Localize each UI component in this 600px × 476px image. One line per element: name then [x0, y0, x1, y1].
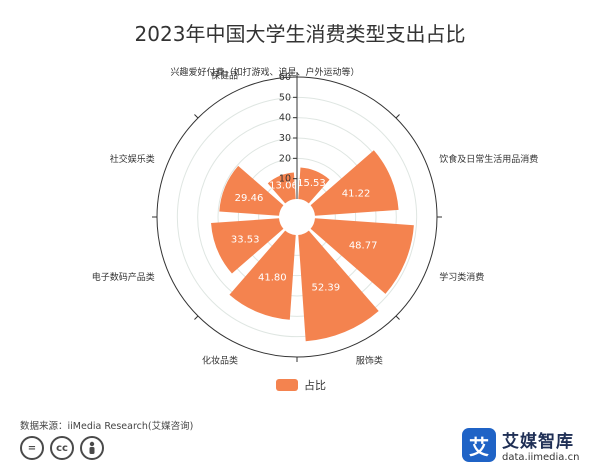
license-icons: = cc	[20, 436, 104, 460]
person-icon	[80, 436, 104, 460]
legend-label: 占比	[304, 379, 326, 392]
chart-title: 2023年中国大学生消费类型支出占比	[134, 22, 466, 46]
source-note: 数据来源：iiMedia Research(艾媒咨询)	[20, 421, 194, 432]
axis-tick	[395, 315, 400, 320]
category-label: 化妆品类	[202, 354, 238, 366]
bar-sector	[229, 230, 296, 320]
bar-sector	[267, 172, 296, 204]
data-label: 15.53	[297, 178, 326, 189]
category-label: 兴趣爱好付费（如打游戏、追星、户外运动等）	[170, 66, 359, 78]
equals-icon: =	[20, 436, 44, 460]
data-label: 41.80	[258, 273, 287, 284]
data-label: 29.46	[235, 193, 264, 204]
category-label: 饮食及日常生活用品消费	[439, 153, 538, 165]
radial-tick-label: 20	[279, 153, 291, 164]
brand-logo: 艾 艾媒智库 data.iimedia.cn	[462, 427, 579, 463]
category-label: 保健品	[211, 70, 238, 82]
data-label: 48.77	[349, 240, 378, 251]
category-label: 服饰类	[356, 354, 383, 366]
data-label: 41.22	[342, 189, 371, 200]
bar-sector	[219, 165, 284, 216]
radial-tick-label: 10	[279, 174, 291, 185]
data-label: 52.39	[311, 283, 340, 294]
legend-swatch	[276, 379, 298, 391]
bar-sector	[298, 230, 379, 342]
cc-icon: cc	[50, 436, 74, 460]
data-label: 33.53	[231, 234, 260, 245]
brand-mark: 艾	[462, 428, 496, 462]
bar-sector	[298, 167, 330, 204]
category-label: 学习类消费	[439, 271, 484, 283]
category-label: 电子数码产品类	[92, 271, 155, 283]
radial-tick-label: 60	[279, 72, 291, 83]
radial-tick-label: 30	[279, 133, 291, 144]
axis-tick	[395, 114, 400, 119]
axis-tick	[194, 114, 199, 119]
bar-sector	[211, 218, 284, 274]
axis-tick	[194, 315, 199, 320]
legend[interactable]: 占比	[276, 377, 326, 393]
radial-tick-label: 50	[279, 92, 291, 103]
bar-sector	[310, 218, 414, 294]
brand-url: data.iimedia.cn	[502, 452, 580, 463]
brand-name: 艾媒智库	[502, 432, 574, 452]
data-label: 13.06	[269, 180, 298, 191]
category-label: 社交娱乐类	[110, 153, 155, 165]
radial-tick-label: 40	[279, 113, 291, 124]
bar-sector	[310, 150, 399, 216]
